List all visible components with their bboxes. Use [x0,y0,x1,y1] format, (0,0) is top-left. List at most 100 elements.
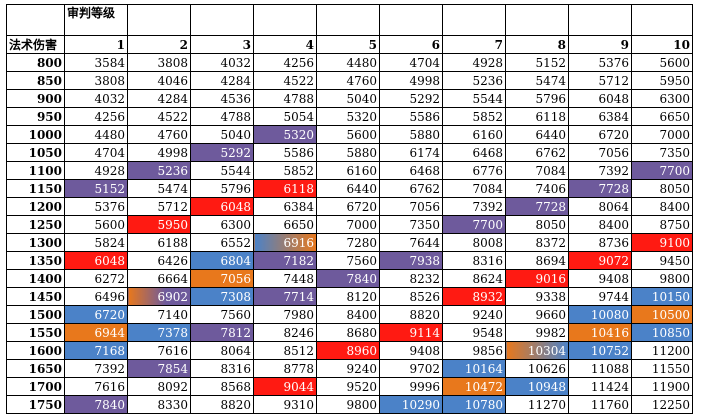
data-cell[interactable]: 7840 [64,395,128,414]
data-cell[interactable]: 11424 [568,377,632,396]
data-cell[interactable]: 6720 [568,125,632,144]
data-cell[interactable]: 7182 [253,251,317,270]
level-header-cell[interactable]: 8 [505,35,569,54]
row-header-cell[interactable]: 1550 [6,323,65,342]
data-cell[interactable]: 8120 [316,287,380,306]
data-cell[interactable]: 6902 [127,287,191,306]
data-cell[interactable]: 4536 [190,89,254,108]
row-header-cell[interactable]: 950 [6,107,65,126]
blank-cell[interactable] [379,4,443,36]
data-cell[interactable]: 6650 [631,107,693,126]
row-header-cell[interactable]: 850 [6,71,65,90]
data-cell[interactable]: 9660 [505,305,569,324]
spell-damage-label[interactable]: 法术伤害 [6,35,65,54]
data-cell[interactable]: 9408 [379,341,443,360]
data-cell[interactable]: 4704 [64,143,128,162]
data-cell[interactable]: 8624 [442,269,506,288]
data-cell[interactable]: 5474 [127,179,191,198]
data-cell[interactable]: 4522 [253,71,317,90]
data-cell[interactable]: 5712 [568,71,632,90]
level-header-cell[interactable]: 2 [127,35,191,54]
data-cell[interactable]: 5474 [505,71,569,90]
data-cell[interactable]: 5040 [316,89,380,108]
data-cell[interactable]: 9114 [379,323,443,342]
data-cell[interactable]: 4998 [379,71,443,90]
data-cell[interactable]: 7000 [316,215,380,234]
data-cell[interactable]: 10626 [505,359,569,378]
data-cell[interactable]: 5236 [442,71,506,90]
data-cell[interactable]: 8232 [379,269,443,288]
data-cell[interactable]: 6944 [64,323,128,342]
level-header-cell[interactable]: 4 [253,35,317,54]
data-cell[interactable]: 7700 [442,215,506,234]
data-cell[interactable]: 6916 [253,233,317,252]
data-cell[interactable]: 8400 [316,305,380,324]
data-cell[interactable]: 7616 [127,341,191,360]
data-cell[interactable]: 10752 [568,341,632,360]
data-cell[interactable]: 9044 [253,377,317,396]
data-cell[interactable]: 6384 [253,197,317,216]
data-cell[interactable]: 6762 [505,143,569,162]
data-cell[interactable]: 4788 [253,89,317,108]
data-cell[interactable]: 9016 [505,269,569,288]
data-cell[interactable]: 7728 [505,197,569,216]
data-cell[interactable]: 8750 [631,215,693,234]
data-cell[interactable]: 6720 [64,305,128,324]
data-cell[interactable]: 7056 [190,269,254,288]
data-cell[interactable]: 8820 [379,305,443,324]
data-cell[interactable]: 8246 [253,323,317,342]
data-cell[interactable]: 9408 [568,269,632,288]
data-cell[interactable]: 6048 [64,251,128,270]
data-cell[interactable]: 5152 [64,179,128,198]
data-cell[interactable]: 5054 [253,107,317,126]
data-cell[interactable]: 9450 [631,251,693,270]
data-cell[interactable]: 4284 [190,71,254,90]
row-header-cell[interactable]: 1400 [6,269,65,288]
data-cell[interactable]: 4998 [127,143,191,162]
data-cell[interactable]: 5292 [379,89,443,108]
data-cell[interactable]: 7854 [127,359,191,378]
data-cell[interactable]: 9800 [316,395,380,414]
data-cell[interactable]: 5600 [64,215,128,234]
data-cell[interactable]: 6384 [568,107,632,126]
data-cell[interactable]: 4760 [127,125,191,144]
data-cell[interactable]: 6496 [64,287,128,306]
data-cell[interactable]: 6468 [442,143,506,162]
data-cell[interactable]: 6160 [316,161,380,180]
data-cell[interactable]: 5376 [568,53,632,72]
data-cell[interactable]: 6048 [568,89,632,108]
data-cell[interactable]: 6118 [505,107,569,126]
data-cell[interactable]: 7056 [379,197,443,216]
data-cell[interactable]: 10416 [568,323,632,342]
blank-cell[interactable] [127,4,191,36]
data-cell[interactable]: 8778 [253,359,317,378]
data-cell[interactable]: 4032 [190,53,254,72]
data-cell[interactable]: 7406 [505,179,569,198]
data-cell[interactable]: 9800 [631,269,693,288]
data-cell[interactable]: 5600 [631,53,693,72]
data-cell[interactable]: 7378 [127,323,191,342]
row-header-cell[interactable]: 1450 [6,287,65,306]
data-cell[interactable]: 8820 [190,395,254,414]
data-cell[interactable]: 8316 [442,251,506,270]
data-cell[interactable]: 5880 [316,143,380,162]
data-cell[interactable]: 6300 [631,89,693,108]
data-cell[interactable]: 3808 [64,71,128,90]
data-cell[interactable]: 6650 [253,215,317,234]
row-header-cell[interactable]: 1050 [6,143,65,162]
blank-cell[interactable] [316,4,380,36]
data-cell[interactable]: 9310 [253,395,317,414]
row-header-cell[interactable]: 800 [6,53,65,72]
data-cell[interactable]: 10500 [631,305,693,324]
data-cell[interactable]: 4788 [190,107,254,126]
data-cell[interactable]: 4032 [64,89,128,108]
data-cell[interactable]: 7644 [379,233,443,252]
data-cell[interactable]: 7392 [568,161,632,180]
blank-cell[interactable] [568,4,632,36]
level-header-cell[interactable]: 6 [379,35,443,54]
data-cell[interactable]: 8050 [631,179,693,198]
blank-cell[interactable] [190,4,254,36]
data-cell[interactable]: 8316 [190,359,254,378]
row-header-cell[interactable]: 1600 [6,341,65,360]
data-cell[interactable]: 7812 [190,323,254,342]
